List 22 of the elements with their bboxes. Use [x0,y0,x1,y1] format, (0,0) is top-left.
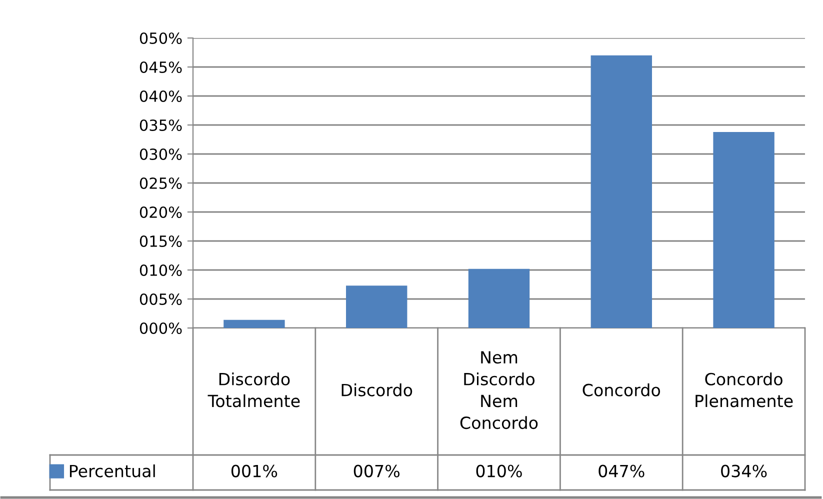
y-tick-label: 035% [140,119,182,132]
data-label: 047% [598,464,644,478]
x-tick-label: Nem Discordo Nem Concordo [460,351,538,430]
y-tick-label: 015% [140,235,182,248]
y-tick-label: 045% [140,61,182,74]
y-tick-label: 020% [140,206,182,218]
y-tick-label: 000% [140,322,182,334]
y-tick-label: 050% [140,32,182,44]
y-tick-label: 030% [140,148,182,160]
data-label: 001% [231,464,278,478]
x-tick-label: Concordo Plenamente [696,372,793,408]
x-tick-label: Discordo [342,383,412,396]
data-label: 010% [476,464,522,478]
y-tick-label: 010% [140,264,182,276]
x-tick-label: Concordo [582,383,660,396]
y-tick-label: 005% [140,293,182,306]
data-label: 007% [354,464,400,478]
y-tick-label: 025% [140,177,182,190]
legend-label: Percentual [70,464,155,478]
x-tick-label: Discordo Totalmente [208,372,300,408]
y-tick-label: 040% [140,90,182,102]
data-label: 034% [721,464,767,478]
